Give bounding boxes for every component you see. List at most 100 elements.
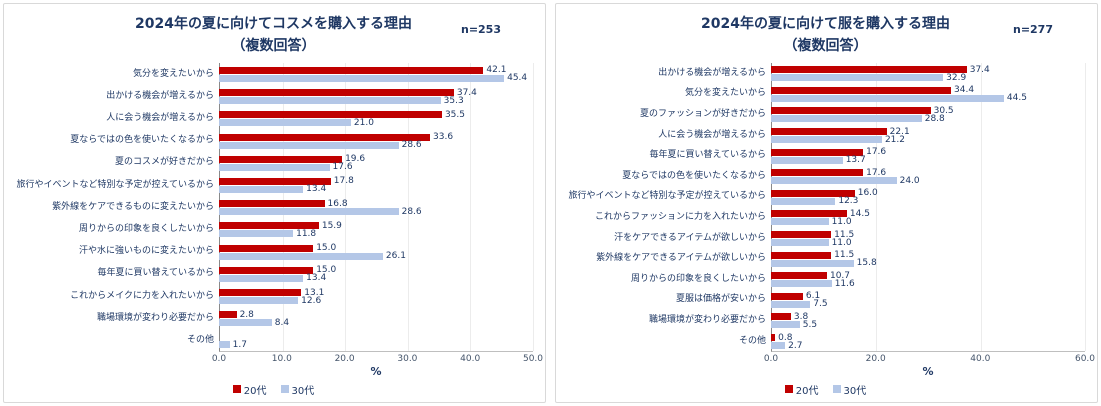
legend-swatch — [232, 385, 241, 393]
x-tick-label: 10.0 — [271, 354, 292, 364]
bar-20代 — [219, 133, 430, 141]
value-label: 22.1 — [889, 126, 910, 137]
value-label: 37.4 — [969, 64, 990, 75]
value-label: 21.2 — [884, 134, 905, 145]
category-label: 気分を変えたいから — [132, 68, 214, 79]
bar-track: 30.5 — [771, 105, 1085, 116]
bar-group: 30.5 28.8 — [771, 105, 1085, 126]
value-label: 14.5 — [849, 208, 870, 219]
category-label: 紫外線をケアできるアイテムが欲しいから — [596, 253, 766, 264]
value-label: 21.0 — [353, 117, 374, 128]
bar-track: 19.6 — [219, 154, 533, 164]
category-label: 毎年夏に買い替えているから — [97, 268, 214, 279]
legend-item: 30代 — [280, 382, 314, 397]
category-label: これからファッションに力を入れたいから — [594, 212, 766, 222]
bar-30代 — [219, 119, 351, 127]
bar-track: 22.1 — [771, 126, 1085, 137]
bar-track: 24.0 — [771, 176, 1085, 186]
gridline — [1085, 63, 1086, 351]
value-label: 6.1 — [805, 291, 821, 302]
category-label: 職場環境が変わり必要だから — [96, 312, 214, 323]
bar-row: 毎年夏に買い替えているから 15.0 13.4 — [14, 263, 533, 285]
gridline — [470, 63, 472, 351]
bar-group: 6.1 7.5 — [771, 290, 1085, 311]
value-label: 15.0 — [316, 243, 337, 254]
value-label: 13.4 — [306, 273, 327, 284]
bar-track: 34.4 — [771, 85, 1085, 95]
bar-20代 — [771, 272, 827, 280]
bar-group: 3.8 5.5 — [771, 311, 1085, 332]
legend-swatch — [832, 385, 841, 393]
bar-20代 — [771, 231, 832, 239]
bar-20代 — [771, 292, 803, 300]
bar-30代 — [771, 94, 1004, 102]
bar-track: 13.4 — [219, 184, 533, 195]
bar-row: 気分を変えたいから 42.1 45.4 — [14, 63, 533, 85]
bar-track: 8.4 — [219, 317, 533, 328]
bar-track: 0.8 — [771, 333, 1085, 343]
bar-track: 17.6 — [771, 147, 1085, 157]
bar-track: 11.0 — [771, 238, 1085, 248]
x-axis: 0.0 20.0 40.0 60.0 — [764, 352, 1095, 365]
value-label: 10.7 — [829, 270, 851, 281]
bar-30代 — [771, 115, 922, 123]
bar-group: 15.0 26.1 — [219, 241, 533, 263]
bar-group: 34.4 44.5 — [771, 84, 1085, 105]
bar-30代 — [771, 218, 829, 226]
bar-30代 — [771, 156, 843, 164]
bar-group: 16.0 12.3 — [771, 187, 1085, 208]
bar-30代 — [771, 342, 786, 350]
category-label: 人に会う機会が増えるから — [658, 129, 766, 140]
category-label: 人に会う機会が増えるから — [106, 112, 214, 123]
bar-track: 37.4 — [219, 88, 533, 98]
bar-20代 — [219, 111, 442, 119]
bar-30代 — [219, 274, 304, 282]
value-label: 30.5 — [933, 105, 954, 116]
bar-group: 37.4 32.9 — [771, 63, 1085, 84]
bar-row: これからメイクに力を入れたいから 13.1 12.6 — [14, 285, 533, 307]
bar-30代 — [219, 341, 230, 349]
bar-row: その他 1.7 — [14, 330, 533, 352]
gridline — [345, 63, 347, 351]
value-label: 32.9 — [946, 72, 967, 83]
bar-30代 — [219, 141, 399, 149]
bar-group: 22.1 21.2 — [771, 125, 1085, 146]
value-label: 1.7 — [232, 339, 247, 350]
clothes-reasons-chart-card: 2024年の夏に向けて服を購入する理由 （複数回答） n=277 出かける機会が… — [555, 3, 1098, 403]
bar-20代 — [771, 86, 952, 94]
category-label: 夏のコスメが好きだから — [114, 157, 214, 168]
bar-row: 人に会う機会が増えるから 35.5 21.0 — [14, 108, 533, 130]
bar-20代 — [771, 210, 847, 218]
bar-track: 11.8 — [219, 229, 533, 239]
legend-swatch — [280, 385, 289, 393]
bar-row: 出かける機会が増えるから 37.4 35.3 — [14, 86, 533, 108]
chart-title: 2024年の夏に向けてコスメを購入する理由 （複数回答） — [14, 14, 533, 57]
bar-20代 — [771, 148, 864, 156]
bar-30代 — [771, 280, 832, 288]
bar-track: 14.5 — [771, 208, 1085, 219]
chart-header: 2024年の夏に向けて服を購入する理由 （複数回答） n=277 — [566, 12, 1085, 63]
value-label: 11.5 — [834, 229, 855, 240]
value-label: 28.8 — [924, 113, 945, 124]
bar-track: 13.4 — [219, 273, 533, 284]
chart-header: 2024年の夏に向けてコスメを購入する理由 （複数回答） n=253 — [14, 12, 533, 63]
bar-row: これからファッションに力を入れたいから 14.5 11.0 — [566, 208, 1085, 229]
bar-group: 17.8 13.4 — [219, 174, 533, 196]
bar-track: 33.6 — [219, 132, 533, 142]
bar-track: 15.0 — [219, 243, 533, 254]
category-label: 出かける機会が増えるから — [106, 90, 214, 101]
bar-20代 — [771, 169, 864, 177]
bar-20代 — [219, 311, 237, 319]
gridline — [980, 63, 982, 351]
bar-track: 15.8 — [771, 258, 1085, 268]
bar-20代 — [219, 244, 314, 252]
bar-20代 — [219, 200, 325, 208]
value-label: 13.4 — [306, 184, 327, 195]
bar-20代 — [219, 177, 331, 185]
bar-30代 — [219, 208, 399, 216]
bar-track: 12.6 — [219, 296, 533, 306]
bar-group: 11.5 15.8 — [771, 249, 1085, 270]
value-label: 8.4 — [274, 317, 290, 328]
bar-30代 — [219, 74, 505, 82]
bar-row: その他 0.8 2.7 — [566, 331, 1085, 352]
